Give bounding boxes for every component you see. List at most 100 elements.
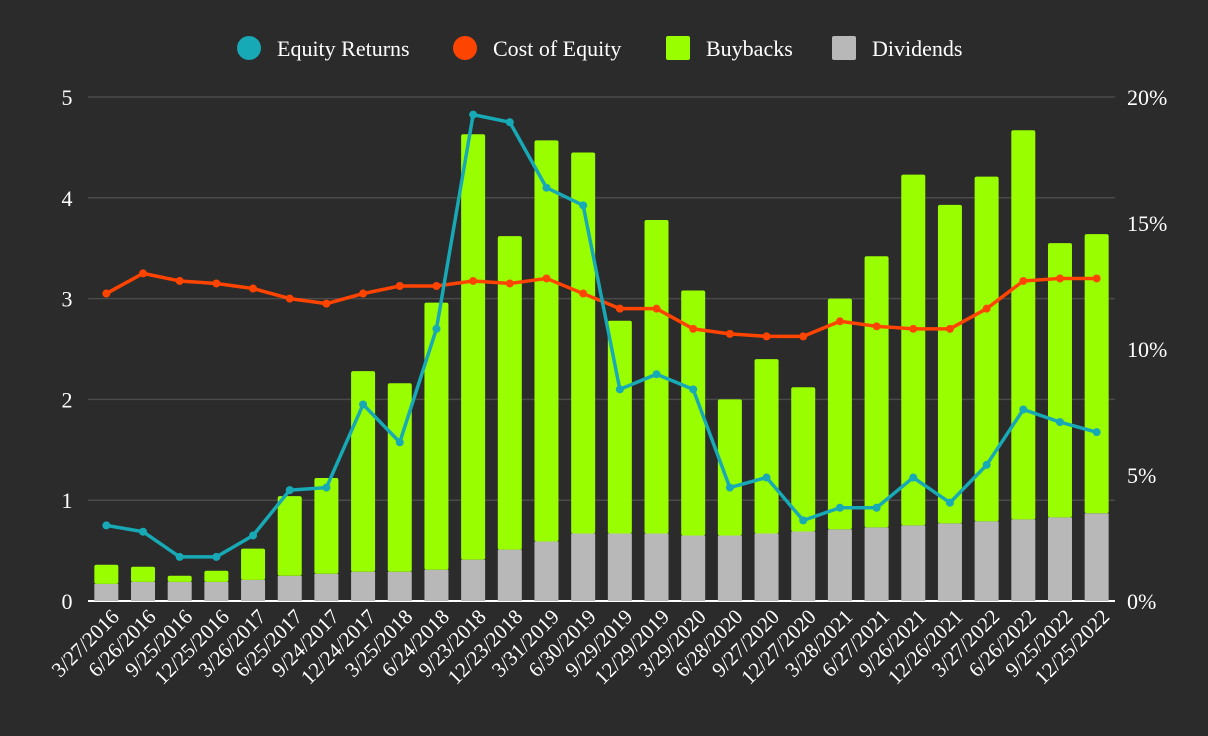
point-cost-of-equity — [909, 324, 918, 333]
point-equity-returns — [872, 503, 881, 512]
legend: Equity Returns Cost of Equity Buybacks Divi… — [237, 36, 962, 61]
bar-buybacks — [241, 548, 266, 580]
bar-buybacks — [864, 256, 889, 528]
point-equity-returns — [835, 503, 844, 512]
bar-dividends — [901, 525, 926, 601]
bar-buybacks — [461, 134, 486, 560]
bar-dividends — [717, 535, 742, 601]
point-equity-returns — [799, 516, 808, 525]
point-cost-of-equity — [1055, 274, 1064, 283]
bar-dividends — [607, 533, 632, 601]
bar-dividends — [791, 531, 816, 601]
bar-dividends — [241, 579, 266, 601]
y-axis-right: 0% 5% 10% 15% 20% — [1127, 85, 1167, 614]
y-left-tick-label: 1 — [62, 488, 73, 513]
y-right-tick-label: 0% — [1127, 589, 1156, 614]
point-equity-returns — [102, 521, 111, 530]
bar-buybacks — [534, 140, 559, 542]
bars — [94, 130, 1109, 601]
bar-dividends — [204, 581, 229, 601]
point-equity-returns — [322, 483, 331, 492]
point-cost-of-equity — [139, 269, 148, 278]
point-cost-of-equity — [175, 276, 184, 285]
point-cost-of-equity — [102, 289, 111, 298]
point-cost-of-equity — [249, 284, 258, 293]
legend-label-buybacks: Buybacks — [706, 36, 793, 61]
bar-buybacks — [901, 174, 926, 526]
bar-dividends — [314, 573, 339, 601]
y-right-tick-label: 5% — [1127, 463, 1156, 488]
point-equity-returns — [579, 201, 588, 210]
bar-dividends — [1047, 517, 1072, 601]
point-cost-of-equity — [762, 332, 771, 341]
point-equity-returns — [1019, 405, 1028, 414]
point-equity-returns — [725, 483, 734, 492]
bar-dividends — [351, 571, 376, 601]
y-left-tick-label: 2 — [62, 387, 73, 412]
y-right-tick-label: 20% — [1127, 85, 1167, 110]
bar-buybacks — [277, 496, 302, 576]
bar-buybacks — [571, 152, 596, 534]
bar-buybacks — [754, 359, 779, 534]
legend-label-dividends: Dividends — [872, 36, 962, 61]
bar-buybacks — [1047, 243, 1072, 518]
bar-buybacks — [1084, 234, 1109, 514]
point-equity-returns — [212, 552, 221, 561]
bar-buybacks — [314, 478, 339, 574]
bar-dividends — [681, 535, 706, 601]
point-equity-returns — [652, 370, 661, 379]
point-cost-of-equity — [542, 274, 551, 283]
point-equity-returns — [285, 486, 294, 495]
bar-dividends — [131, 581, 156, 601]
point-cost-of-equity — [322, 299, 331, 308]
point-equity-returns — [432, 324, 441, 333]
point-cost-of-equity — [725, 329, 734, 338]
point-equity-returns — [175, 552, 184, 561]
point-cost-of-equity — [835, 317, 844, 326]
point-equity-returns — [945, 498, 954, 507]
point-cost-of-equity — [872, 322, 881, 331]
point-equity-returns — [139, 527, 148, 536]
point-equity-returns — [615, 385, 624, 394]
bar-buybacks — [167, 575, 192, 582]
bar-dividends — [937, 523, 962, 601]
point-equity-returns — [909, 473, 918, 482]
point-equity-returns — [359, 400, 368, 409]
bar-buybacks — [717, 399, 742, 536]
lines — [102, 110, 1101, 561]
bar-buybacks — [497, 236, 522, 550]
bar-buybacks — [204, 570, 229, 582]
point-cost-of-equity — [1092, 274, 1101, 283]
bar-buybacks — [974, 176, 999, 522]
point-equity-returns — [249, 531, 258, 540]
point-cost-of-equity — [652, 304, 661, 313]
point-cost-of-equity — [432, 282, 441, 290]
legend-swatch-buybacks — [666, 36, 690, 60]
point-cost-of-equity — [689, 324, 698, 333]
bar-dividends — [974, 521, 999, 601]
point-cost-of-equity — [469, 276, 478, 285]
point-equity-returns — [982, 460, 991, 469]
bar-buybacks — [94, 564, 119, 584]
point-equity-returns — [689, 385, 698, 394]
bar-dividends — [94, 583, 119, 601]
y-left-tick-label: 3 — [62, 287, 73, 312]
point-equity-returns — [1092, 428, 1101, 437]
bar-dividends — [167, 581, 192, 601]
point-cost-of-equity — [982, 304, 991, 313]
point-equity-returns — [762, 473, 771, 482]
bar-buybacks — [827, 298, 852, 530]
bar-buybacks — [424, 302, 449, 570]
bar-dividends — [571, 533, 596, 601]
x-axis: 3/27/20166/26/20169/25/201612/25/20163/2… — [47, 605, 1115, 690]
point-cost-of-equity — [285, 294, 294, 303]
point-cost-of-equity — [1019, 276, 1028, 285]
point-equity-returns — [395, 438, 404, 447]
point-equity-returns — [505, 118, 514, 127]
y-left-tick-label: 5 — [62, 85, 73, 110]
bar-dividends — [461, 559, 486, 601]
point-equity-returns — [469, 110, 478, 119]
point-cost-of-equity — [505, 279, 514, 288]
legend-swatch-cost-of-equity — [453, 36, 477, 60]
